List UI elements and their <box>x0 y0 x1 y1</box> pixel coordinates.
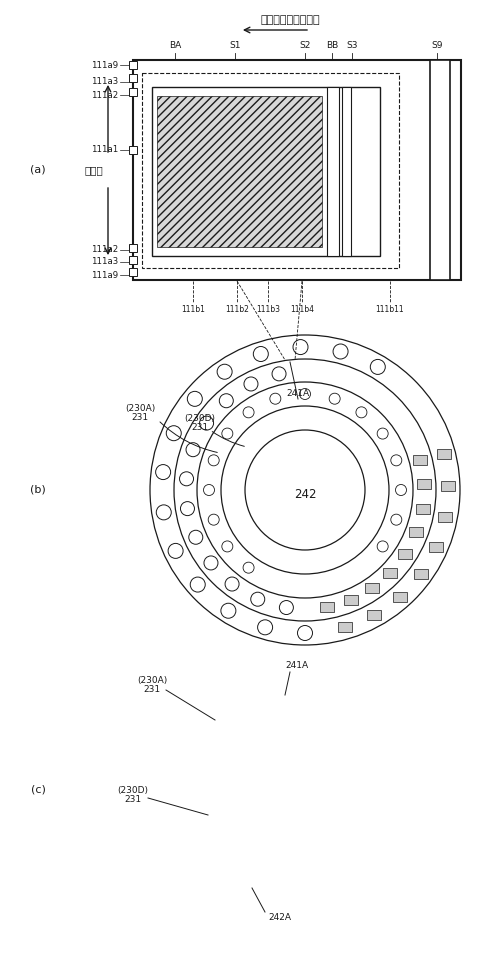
Text: 111b3: 111b3 <box>256 305 280 314</box>
Bar <box>338 623 352 632</box>
Bar <box>441 480 455 490</box>
Text: (c): (c) <box>31 785 46 795</box>
Bar <box>129 146 137 154</box>
Text: 241A: 241A <box>285 660 309 670</box>
Bar <box>142 73 399 268</box>
Bar <box>365 583 379 594</box>
Text: BA: BA <box>169 41 181 50</box>
Bar <box>438 512 452 522</box>
Text: 局方向（回転方向）: 局方向（回転方向） <box>260 15 320 25</box>
Text: 111a1: 111a1 <box>91 145 118 155</box>
Text: (b): (b) <box>30 485 46 495</box>
Bar <box>417 480 431 489</box>
Bar <box>342 87 351 256</box>
Bar <box>344 595 358 604</box>
Bar <box>152 87 380 256</box>
Text: S3: S3 <box>346 41 358 50</box>
Text: 軸方向: 軸方向 <box>85 165 103 175</box>
Bar <box>430 60 450 280</box>
Text: 111b4: 111b4 <box>290 305 314 314</box>
Bar <box>414 569 428 579</box>
Text: 111a2: 111a2 <box>91 90 118 100</box>
Bar <box>133 60 461 280</box>
Bar <box>327 87 339 256</box>
Text: 111b1: 111b1 <box>181 305 205 314</box>
Text: 111a9: 111a9 <box>91 61 118 69</box>
Text: 111a9: 111a9 <box>91 270 118 280</box>
Text: 111a3: 111a3 <box>91 258 118 266</box>
Text: 241A: 241A <box>286 389 310 399</box>
Bar <box>383 568 397 578</box>
Text: 231: 231 <box>124 796 141 804</box>
Text: 111a3: 111a3 <box>91 78 118 86</box>
Text: S1: S1 <box>229 41 241 50</box>
Bar <box>129 74 137 82</box>
Text: S2: S2 <box>299 41 310 50</box>
Bar <box>320 602 334 612</box>
Bar <box>129 256 137 264</box>
Text: (230D): (230D) <box>118 785 148 795</box>
Text: 242: 242 <box>294 488 316 502</box>
Bar <box>416 504 430 513</box>
Bar <box>392 592 407 603</box>
Text: (230A): (230A) <box>137 676 167 684</box>
Text: (230A): (230A) <box>125 404 155 412</box>
Bar <box>436 450 450 459</box>
Text: 242A: 242A <box>268 914 292 923</box>
Text: 111a2: 111a2 <box>91 245 118 255</box>
Bar <box>129 268 137 276</box>
Text: 111b2: 111b2 <box>225 305 249 314</box>
Bar <box>429 542 443 552</box>
Bar <box>129 88 137 96</box>
Text: 111b11: 111b11 <box>375 305 404 314</box>
Bar <box>129 244 137 252</box>
Text: 231: 231 <box>143 685 161 695</box>
Text: BB: BB <box>326 41 338 50</box>
Bar <box>398 549 413 558</box>
Text: (a): (a) <box>30 165 46 175</box>
Bar <box>413 456 427 465</box>
Text: S9: S9 <box>431 41 443 50</box>
Text: (230D): (230D) <box>185 413 215 423</box>
Text: 231: 231 <box>131 413 149 423</box>
Bar <box>157 96 322 247</box>
Bar <box>409 527 423 537</box>
Text: 231: 231 <box>191 424 208 432</box>
Bar <box>129 61 137 69</box>
Bar <box>367 610 381 620</box>
